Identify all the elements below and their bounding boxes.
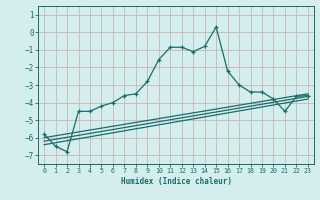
X-axis label: Humidex (Indice chaleur): Humidex (Indice chaleur) bbox=[121, 177, 231, 186]
